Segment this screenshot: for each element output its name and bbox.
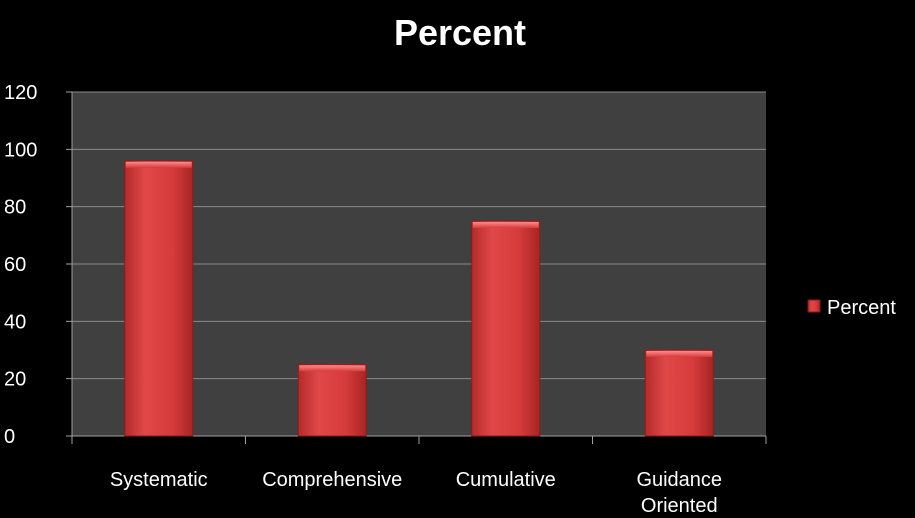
bar-guidance-oriented [644,349,714,437]
y-tick-label-0: 0 [4,426,15,448]
y-tick-label-40: 40 [4,311,26,333]
bars [124,160,714,437]
bar-comprehensive [297,363,367,437]
x-category-label-systematic: Systematic [110,469,208,491]
x-axis-labels: Systematic Comprehensive Cumulative Guidanc… [71,436,767,517]
x-category-label-comprehensive: Comprehensive [262,469,402,491]
bar-systematic [124,160,194,437]
y-tick-label-100: 100 [4,139,37,161]
bar-highlight-guidance-oriented [646,351,713,357]
legend-label-percent: Percent [827,297,896,319]
y-tick-label-20: 20 [4,369,26,391]
legend-swatch [807,299,821,313]
bar-cumulative [471,220,541,437]
bar-highlight-systematic [125,161,192,168]
x-category-label-cumulative: Cumulative [456,469,556,491]
bar-highlight-cumulative [472,222,539,228]
x-category-label-guidance-oriented: Guidance Oriented [636,469,722,517]
y-tick-label-120: 120 [4,82,37,104]
bar-highlight-comprehensive [299,365,366,372]
legend: Percent [807,297,896,319]
chart-title: Percent [394,12,526,53]
y-tick-label-60: 60 [4,254,26,276]
y-tick-label-80: 80 [4,197,26,219]
